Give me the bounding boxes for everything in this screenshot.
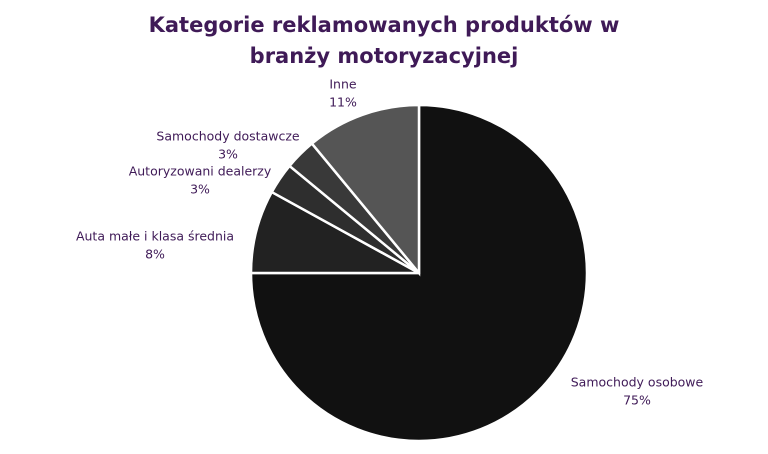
slice-value-label: 11% (329, 95, 357, 110)
chart-title: Kategorie reklamowanych produktów w bran… (148, 13, 620, 68)
slice-value-label: 3% (190, 182, 210, 197)
pie-slice (310, 103, 421, 277)
slice-label: Samochody osobowe (571, 375, 704, 390)
slice-value-label: 75% (623, 393, 651, 408)
slice-label: Samochody dostawcze (156, 129, 299, 144)
slice-label: Inne (329, 77, 357, 92)
slice-label: Auta małe i klasa średnia (76, 229, 234, 244)
slice-value-label: 3% (218, 147, 238, 162)
pie-slice (249, 103, 589, 443)
slice-label: Autoryzowani dealerzy (129, 164, 272, 179)
slice-value-label: 8% (145, 247, 165, 262)
